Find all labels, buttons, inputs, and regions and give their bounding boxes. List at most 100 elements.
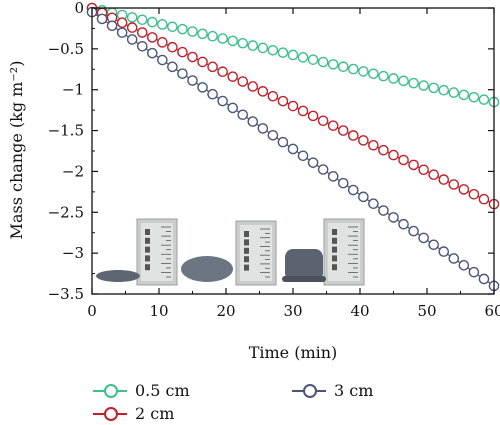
axes: 0 10 20 30 40 50 60 0 −0.5 −1 −1.5 −2 −2.5 −3 −3.5 [48, 0, 500, 320]
data-point [237, 37, 249, 49]
y-tick-label: 0 [74, 0, 84, 17]
data-point [438, 84, 450, 96]
data-point [187, 26, 198, 37]
data-point [177, 68, 188, 79]
ruler-picture [235, 220, 277, 286]
data-point [277, 95, 289, 107]
data-point [378, 205, 389, 216]
data-point [287, 100, 299, 112]
x-tick-label: 30 [283, 302, 302, 320]
data-point [468, 91, 480, 103]
data-point [438, 246, 450, 257]
y-tick-label: −3.5 [48, 285, 84, 303]
data-point [237, 76, 249, 87]
data-point [408, 77, 419, 89]
data-point [478, 193, 490, 205]
data-point [257, 123, 269, 134]
x-axis-title: Time (min) [249, 343, 338, 362]
data-point [368, 68, 379, 80]
data-point [398, 218, 409, 230]
data-point [247, 40, 259, 51]
y-axis-title: Mass change (kg m⁻²) [7, 61, 26, 240]
data-point [207, 30, 218, 42]
series-0 [86, 2, 500, 108]
specimen-3cm-base [282, 276, 326, 282]
data-point [177, 46, 188, 58]
x-tick-label: 60 [484, 302, 500, 320]
data-point [197, 56, 208, 68]
y-tick-label: −1.5 [48, 122, 84, 140]
data-point [307, 110, 319, 122]
legend-label-2: 3 cm [334, 381, 374, 400]
data-point [307, 54, 319, 65]
legend-marker-0 [93, 383, 127, 398]
data-point [327, 59, 339, 70]
data-point [378, 70, 389, 82]
data-point [468, 189, 480, 200]
data-point [347, 184, 359, 196]
data-point [408, 159, 419, 171]
ruler-picture [136, 218, 178, 286]
data-point [146, 47, 158, 59]
data-point [136, 41, 148, 52]
y-tick-label: −2 [62, 162, 84, 180]
data-point [207, 88, 218, 100]
ruler-picture [323, 218, 365, 286]
data-point [217, 95, 228, 107]
data-point [347, 63, 359, 75]
data-point [448, 179, 460, 190]
data-point [418, 232, 429, 244]
data-point [217, 66, 228, 78]
data-point [358, 66, 369, 77]
data-point [167, 41, 178, 53]
data-point [177, 23, 188, 35]
data-point [358, 135, 369, 146]
series-layer [86, 2, 500, 292]
specimen-2cm [181, 256, 233, 282]
series-2 [86, 6, 500, 292]
data-point [157, 37, 168, 48]
data-point [207, 61, 218, 73]
data-point [337, 61, 349, 73]
legend-marker-2 [292, 383, 326, 398]
data-point [96, 13, 108, 25]
data-point [398, 154, 409, 166]
data-point [197, 82, 208, 93]
data-point [116, 17, 128, 29]
y-tick-label: −3 [62, 244, 84, 262]
data-point [136, 14, 148, 26]
specimen-0.5cm [96, 270, 140, 282]
data-point [197, 28, 208, 40]
data-point [187, 51, 198, 63]
data-point [428, 82, 440, 94]
data-point [448, 87, 460, 98]
data-point [126, 22, 138, 33]
data-point [287, 143, 299, 155]
series-1 [86, 2, 500, 210]
data-point [448, 253, 460, 264]
data-point [317, 164, 329, 175]
data-point [317, 56, 329, 68]
data-point [157, 54, 168, 66]
data-point [327, 120, 339, 131]
x-tick-label: 10 [149, 302, 168, 320]
data-point [418, 80, 429, 91]
data-point [468, 266, 480, 278]
data-point [337, 125, 349, 136]
data-point [428, 169, 440, 180]
data-point [167, 21, 178, 33]
data-point [106, 20, 118, 32]
data-point [247, 81, 259, 92]
data-point [297, 150, 309, 162]
data-point [257, 86, 269, 97]
legend-label-0: 0.5 cm [135, 381, 190, 400]
data-point [458, 89, 470, 101]
data-point [237, 109, 249, 121]
data-point [257, 42, 269, 54]
data-point [408, 225, 419, 237]
x-tick-label: 40 [350, 302, 369, 320]
data-point [167, 61, 178, 73]
legend-item-1: 2 cm [93, 404, 174, 423]
data-point [378, 144, 389, 156]
